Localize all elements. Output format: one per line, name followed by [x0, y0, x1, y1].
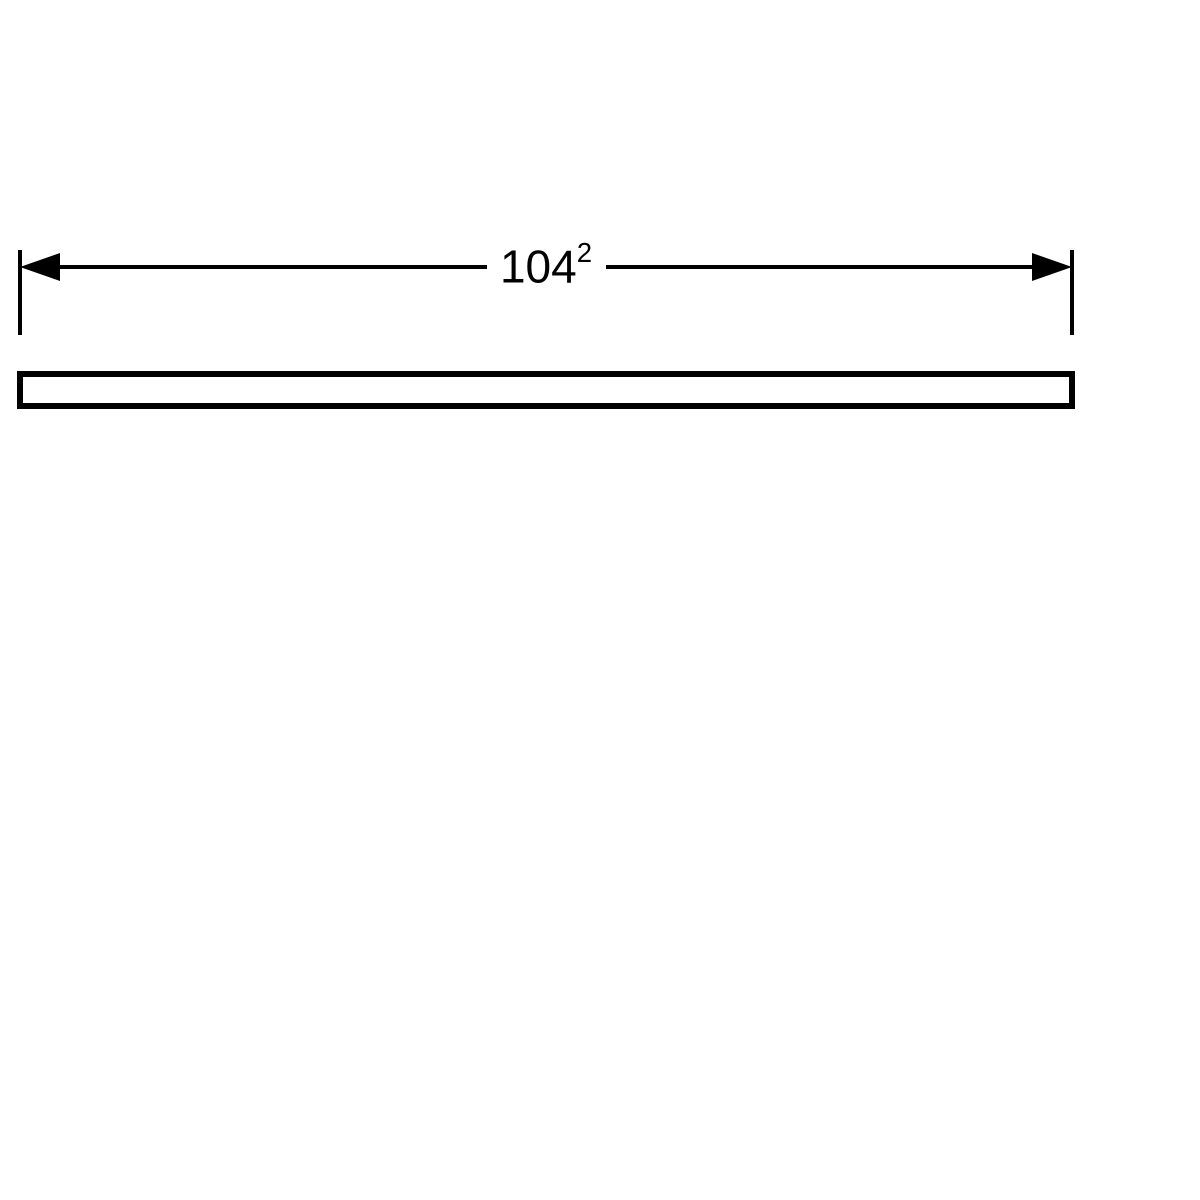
- dimension-value: 104: [500, 240, 577, 292]
- dimension-drawing-svg: [0, 0, 1200, 1200]
- dimension-superscript: 2: [577, 237, 592, 268]
- technical-drawing-canvas: 1042: [0, 0, 1200, 1200]
- dimension-value-label: 1042: [500, 243, 592, 289]
